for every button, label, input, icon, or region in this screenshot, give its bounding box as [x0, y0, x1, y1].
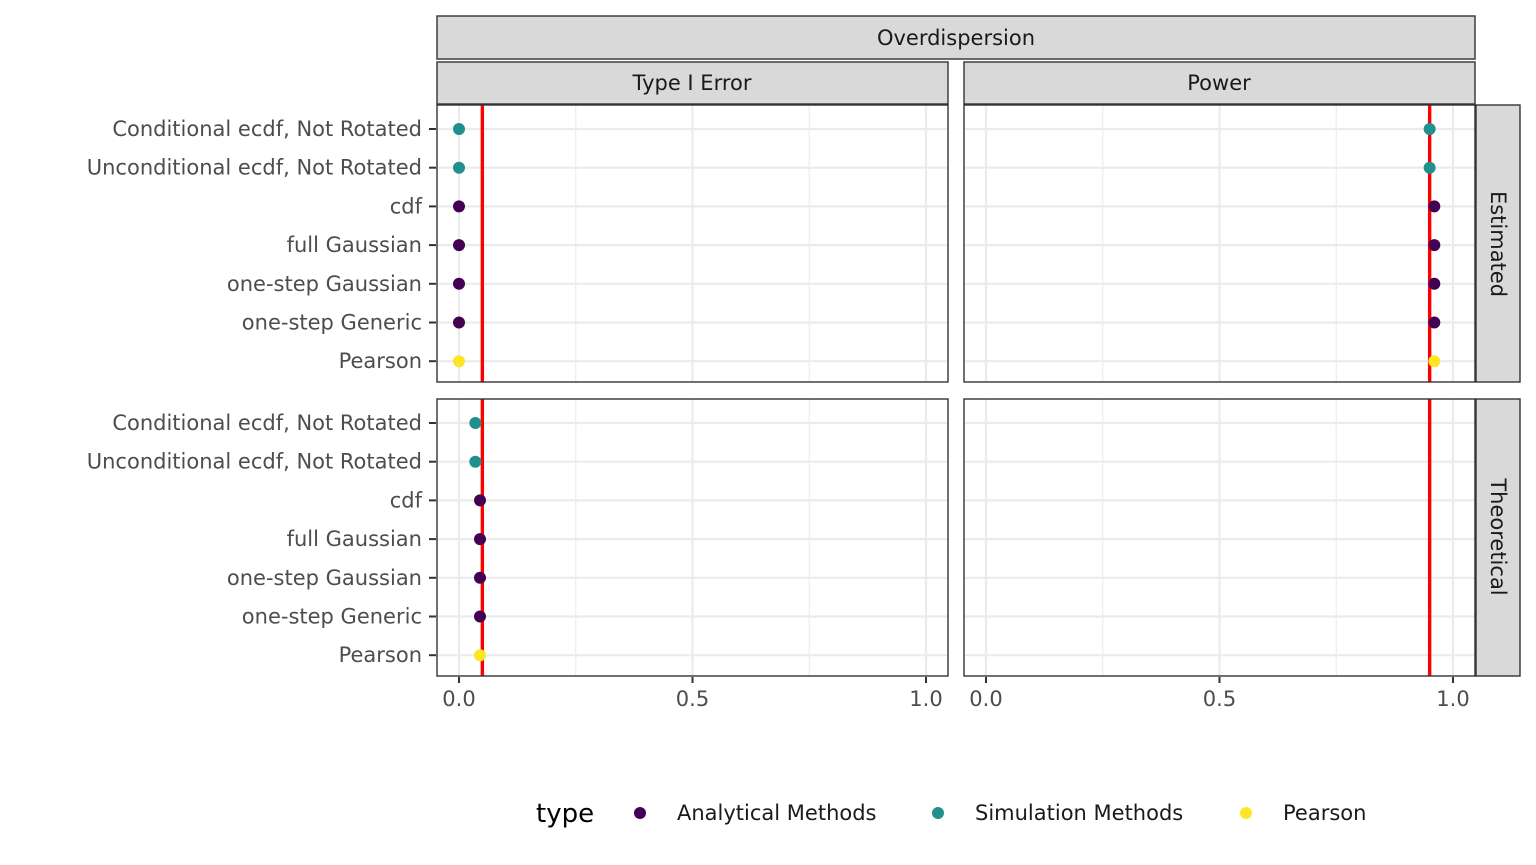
- x-axis-labels: 0.0 0.5 1.0 0.0 0.5 1.0: [442, 677, 1470, 711]
- y-tick-label: Pearson: [339, 643, 422, 667]
- point-one-step-generic: [1428, 316, 1441, 329]
- point-conditional-ecdf-not-rotated: [453, 123, 465, 135]
- y-tick-label: full Gaussian: [287, 527, 422, 551]
- facet-title-strip: [436, 15, 1476, 60]
- y-tick-label: one-step Gaussian: [227, 566, 422, 590]
- legend-key-analytical: [634, 807, 646, 819]
- row-title-theoretical: Theoretical: [1486, 477, 1510, 595]
- x-tick-label: 0.5: [676, 687, 709, 711]
- y-tick-label: Pearson: [339, 349, 422, 373]
- column-title-power: Power: [1187, 71, 1251, 95]
- point-unconditional-ecdf-not-rotated: [453, 161, 465, 174]
- point-pearson: [453, 355, 465, 368]
- point-cdf: [474, 494, 487, 507]
- column-strip-power: [963, 61, 1476, 105]
- y-tick-label: Conditional ecdf, Not Rotated: [112, 117, 422, 141]
- panel-border: [436, 398, 949, 677]
- point-cdf: [1428, 200, 1441, 213]
- y-tick-label: Unconditional ecdf, Not Rotated: [87, 450, 422, 474]
- panel-estimated-power: [963, 104, 1476, 383]
- row-strip-theoretical: [1475, 398, 1521, 677]
- y-tick-label: one-step Generic: [242, 605, 422, 629]
- x-tick-label: 0.5: [1203, 687, 1236, 711]
- point-unconditional-ecdf-not-rotated: [1423, 161, 1436, 174]
- y-tick-label: one-step Generic: [242, 311, 422, 335]
- y-tick-label: cdf: [390, 488, 423, 512]
- y-axis-labels-theoretical: Conditional ecdf, Not Rotated Uncondition…: [87, 411, 436, 667]
- legend-key-pearson: [1240, 807, 1252, 819]
- point-conditional-ecdf-not-rotated: [469, 417, 482, 429]
- panel-border: [436, 104, 949, 383]
- legend: type Analytical Methods Simulation Metho…: [536, 799, 1366, 829]
- x-tick-label: 0.0: [969, 687, 1002, 711]
- point-one-step-gaussian: [1428, 277, 1441, 290]
- panel-theoretical-type-i-error: [436, 398, 949, 677]
- column-title-type-i-error: Type I Error: [632, 71, 752, 95]
- point-pearson: [474, 649, 487, 662]
- panel-border: [963, 104, 1476, 383]
- point-unconditional-ecdf-not-rotated: [469, 455, 482, 468]
- y-tick-label: Conditional ecdf, Not Rotated: [112, 411, 422, 435]
- point-one-step-generic: [453, 316, 465, 329]
- row-title-estimated: Estimated: [1486, 191, 1510, 297]
- point-pearson: [1428, 355, 1441, 368]
- y-tick-label: Unconditional ecdf, Not Rotated: [87, 156, 422, 180]
- x-tick-label: 1.0: [909, 687, 942, 711]
- y-tick-label: full Gaussian: [287, 233, 422, 257]
- legend-key-simulation: [932, 807, 944, 819]
- panel-border: [963, 398, 1476, 677]
- panels-layer: [436, 104, 1476, 677]
- point-one-step-generic: [474, 610, 487, 623]
- point-full-gaussian: [1428, 239, 1441, 252]
- point-one-step-gaussian: [474, 571, 487, 584]
- panel-theoretical-power: [963, 398, 1476, 677]
- point-full-gaussian: [474, 533, 487, 546]
- y-axis-labels-estimated: Conditional ecdf, Not Rotated Uncondition…: [87, 117, 436, 373]
- row-strip-estimated: [1475, 104, 1521, 383]
- panel-estimated-type-i-error: [436, 104, 949, 383]
- legend-label-pearson: Pearson: [1283, 801, 1366, 825]
- y-tick-label: cdf: [390, 194, 423, 218]
- legend-label-simulation: Simulation Methods: [975, 801, 1183, 825]
- facet-title: Overdispersion: [877, 26, 1035, 50]
- x-tick-label: 0.0: [442, 687, 475, 711]
- column-strip-type-i-error: [436, 61, 949, 105]
- legend-title: type: [536, 799, 594, 829]
- y-tick-label: one-step Gaussian: [227, 272, 422, 296]
- point-one-step-gaussian: [453, 277, 465, 290]
- point-conditional-ecdf-not-rotated: [1423, 123, 1436, 135]
- point-full-gaussian: [453, 239, 465, 252]
- legend-label-analytical: Analytical Methods: [677, 801, 877, 825]
- x-tick-label: 1.0: [1436, 687, 1469, 711]
- point-cdf: [453, 200, 465, 213]
